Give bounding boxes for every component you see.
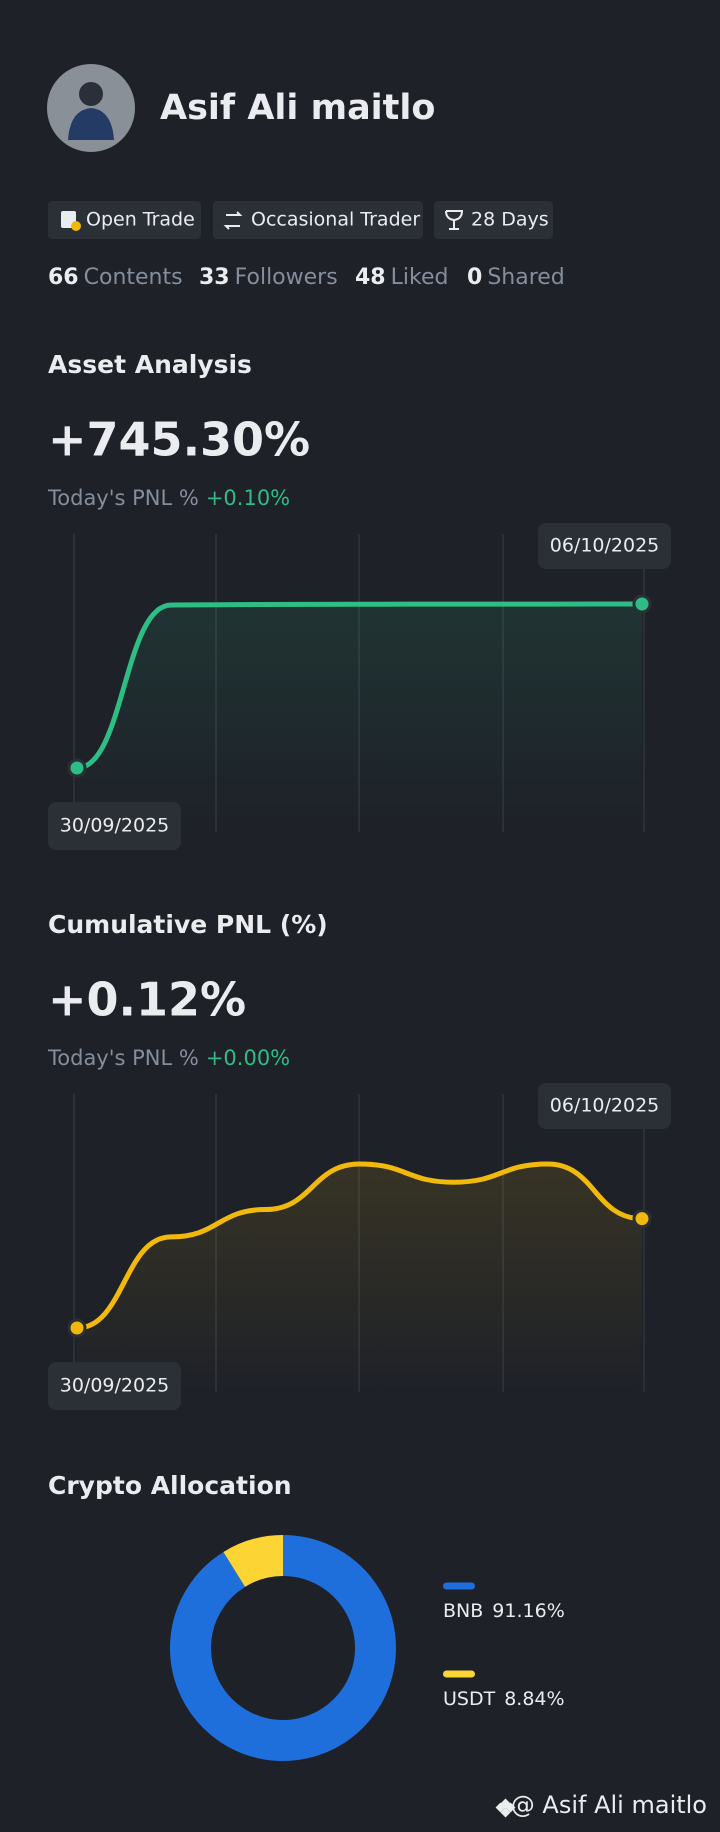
end-date: 06/10/2025 xyxy=(550,535,660,557)
legend-value: 91.16% xyxy=(492,1600,564,1622)
charts: Asset Analysis +745.30% Today's PNL % +0.10… xyxy=(47,350,671,1761)
stat-value: 48 xyxy=(355,265,386,290)
badge-label: Occasional Trader xyxy=(251,209,420,231)
legend-entry: BNB 91.16% xyxy=(443,1600,565,1622)
point xyxy=(632,594,652,614)
user-name: Asif Ali maitlo xyxy=(160,88,435,128)
headline-value: +745.30% xyxy=(48,413,310,467)
today-pnl: Today's PNL % +0.10% xyxy=(47,486,290,510)
end-date: 06/10/2025 xyxy=(550,1095,660,1117)
section-title: Asset Analysis xyxy=(48,350,252,379)
stats: 66 Contents 33 Followers 48 Liked 0 Shared xyxy=(48,265,565,290)
line xyxy=(74,1161,645,1331)
section-title: Cumulative PNL (%) xyxy=(48,910,328,939)
date-tooltip xyxy=(48,802,181,850)
avatar xyxy=(47,64,135,152)
legend-name: BNB xyxy=(443,1600,483,1622)
date-tooltip xyxy=(48,1362,181,1410)
badge-label: 28 Days xyxy=(471,209,549,231)
stat-label: Followers xyxy=(235,265,338,290)
legend-swatch xyxy=(443,1670,475,1678)
legend-entry: USDT 8.84% xyxy=(443,1688,565,1710)
stat-value: 0 xyxy=(467,265,482,290)
line xyxy=(74,601,645,771)
today-pnl: Today's PNL % +0.00% xyxy=(47,1046,290,1070)
point xyxy=(67,758,87,778)
donut-slice xyxy=(223,1535,284,1588)
date-tooltip xyxy=(538,523,671,569)
brand-logo xyxy=(495,1798,516,1818)
section-title: Crypto Allocation xyxy=(48,1471,292,1500)
area xyxy=(77,1164,642,1392)
today-label: Today's PNL % xyxy=(47,1046,199,1070)
badge-label: Open Trade xyxy=(86,209,195,231)
badges: Open Trade Occasional Trader 28 Days xyxy=(48,201,553,239)
donut-slice xyxy=(170,1535,396,1761)
stat-label: Shared xyxy=(487,265,564,290)
headline-value: +0.12% xyxy=(48,973,246,1027)
start-date: 30/09/2025 xyxy=(60,815,170,837)
today-value: +0.10% xyxy=(206,486,290,510)
today-label: Today's PNL % xyxy=(47,486,199,510)
stat-value: 66 xyxy=(48,265,79,290)
area xyxy=(77,604,642,832)
footer-handle: @ Asif Ali maitlo xyxy=(511,1791,707,1819)
stat-value: 33 xyxy=(199,265,230,290)
legend-value: 8.84% xyxy=(504,1688,564,1710)
today-value: +0.00% xyxy=(206,1046,290,1070)
date-tooltip xyxy=(538,1083,671,1129)
point xyxy=(67,1318,87,1338)
legend-swatch xyxy=(443,1582,475,1590)
legend-name: USDT xyxy=(443,1688,496,1710)
start-date: 30/09/2025 xyxy=(60,1375,170,1397)
stat-label: Contents xyxy=(84,265,183,290)
stat-label: Liked xyxy=(391,265,449,290)
point xyxy=(632,1209,652,1229)
